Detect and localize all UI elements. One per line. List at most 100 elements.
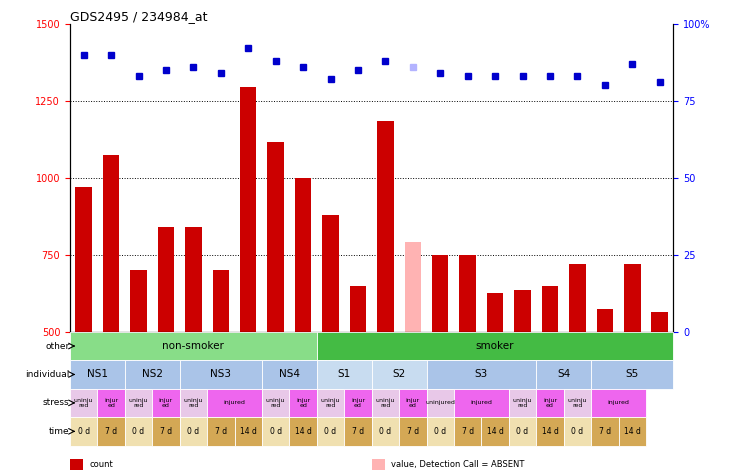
Bar <box>180 360 262 389</box>
Bar <box>372 360 427 389</box>
Text: injured: injured <box>224 401 245 405</box>
Text: 14 d: 14 d <box>486 427 503 436</box>
Text: 7 d: 7 d <box>160 427 172 436</box>
Bar <box>207 417 235 446</box>
Bar <box>344 417 372 446</box>
Text: 0 d: 0 d <box>517 427 528 436</box>
Bar <box>180 417 207 446</box>
Bar <box>75 187 92 332</box>
Text: uninju
red: uninju red <box>513 398 532 408</box>
Text: S5: S5 <box>626 369 639 380</box>
Text: 7 d: 7 d <box>105 427 117 436</box>
Text: 0 d: 0 d <box>77 427 90 436</box>
Bar <box>97 389 125 417</box>
Text: value, Detection Call = ABSENT: value, Detection Call = ABSENT <box>391 460 524 469</box>
Bar <box>405 243 421 332</box>
Bar <box>624 264 640 332</box>
Text: non-smoker: non-smoker <box>163 341 224 351</box>
Bar <box>427 417 454 446</box>
Text: S1: S1 <box>338 369 351 380</box>
Bar <box>344 389 372 417</box>
Text: uninju
red: uninju red <box>129 398 148 408</box>
Bar <box>350 285 367 332</box>
Bar <box>591 417 618 446</box>
Text: injur
ed: injur ed <box>159 398 173 408</box>
Bar <box>262 417 289 446</box>
Text: NS3: NS3 <box>210 369 231 380</box>
Text: 7 d: 7 d <box>215 427 227 436</box>
Bar <box>427 389 454 417</box>
Text: uninju
red: uninju red <box>321 398 340 408</box>
Bar <box>185 227 202 332</box>
Text: NS4: NS4 <box>279 369 300 380</box>
Bar <box>125 417 152 446</box>
Bar <box>152 417 180 446</box>
Text: 0 d: 0 d <box>269 427 282 436</box>
Bar <box>97 417 125 446</box>
Bar <box>316 360 372 389</box>
Text: injur
ed: injur ed <box>104 398 118 408</box>
Bar <box>322 215 339 332</box>
Text: 7 d: 7 d <box>407 427 419 436</box>
Bar <box>158 227 174 332</box>
Text: injur
ed: injur ed <box>543 398 557 408</box>
Text: 14 d: 14 d <box>294 427 311 436</box>
Bar <box>70 417 97 446</box>
Bar <box>564 389 591 417</box>
Text: stress: stress <box>43 399 69 407</box>
Text: 0 d: 0 d <box>434 427 446 436</box>
Text: time: time <box>49 427 69 436</box>
Bar <box>295 178 311 332</box>
Text: NS2: NS2 <box>142 369 163 380</box>
Bar <box>316 332 673 360</box>
Bar <box>454 389 509 417</box>
Bar <box>70 332 316 360</box>
Text: individual: individual <box>25 370 69 379</box>
Text: injured: injured <box>470 401 492 405</box>
Bar <box>399 389 427 417</box>
Text: uninjured: uninjured <box>425 401 455 405</box>
Bar <box>597 309 613 332</box>
Bar <box>125 389 152 417</box>
Bar <box>125 360 180 389</box>
Text: injured: injured <box>608 401 629 405</box>
Text: count: count <box>89 460 113 469</box>
Text: 7 d: 7 d <box>599 427 611 436</box>
Bar <box>180 389 207 417</box>
Bar <box>316 417 344 446</box>
Bar <box>267 142 284 332</box>
Bar <box>537 360 591 389</box>
Bar <box>537 389 564 417</box>
Bar <box>591 360 673 389</box>
Text: uninju
red: uninju red <box>567 398 587 408</box>
Text: 0 d: 0 d <box>187 427 199 436</box>
Text: NS1: NS1 <box>87 369 108 380</box>
Text: injur
ed: injur ed <box>406 398 420 408</box>
Bar <box>130 270 146 332</box>
Text: GDS2495 / 234984_at: GDS2495 / 234984_at <box>70 9 208 23</box>
Text: 7 d: 7 d <box>461 427 474 436</box>
Text: uninju
red: uninju red <box>375 398 395 408</box>
Text: 14 d: 14 d <box>624 427 641 436</box>
Text: uninju
red: uninju red <box>266 398 286 408</box>
Bar <box>591 389 646 417</box>
Bar <box>262 360 316 389</box>
Bar <box>537 417 564 446</box>
Text: 14 d: 14 d <box>542 427 559 436</box>
Text: injur
ed: injur ed <box>296 398 310 408</box>
Bar <box>399 417 427 446</box>
Bar <box>316 389 344 417</box>
Bar <box>152 389 180 417</box>
Bar <box>509 417 537 446</box>
Bar <box>235 417 262 446</box>
Bar <box>564 417 591 446</box>
Bar <box>481 417 509 446</box>
Bar <box>454 417 481 446</box>
Bar <box>427 360 537 389</box>
Bar <box>289 417 316 446</box>
Text: 0 d: 0 d <box>379 427 392 436</box>
Text: 0 d: 0 d <box>325 427 336 436</box>
Bar <box>262 389 289 417</box>
Bar <box>207 389 262 417</box>
Bar <box>542 285 558 332</box>
